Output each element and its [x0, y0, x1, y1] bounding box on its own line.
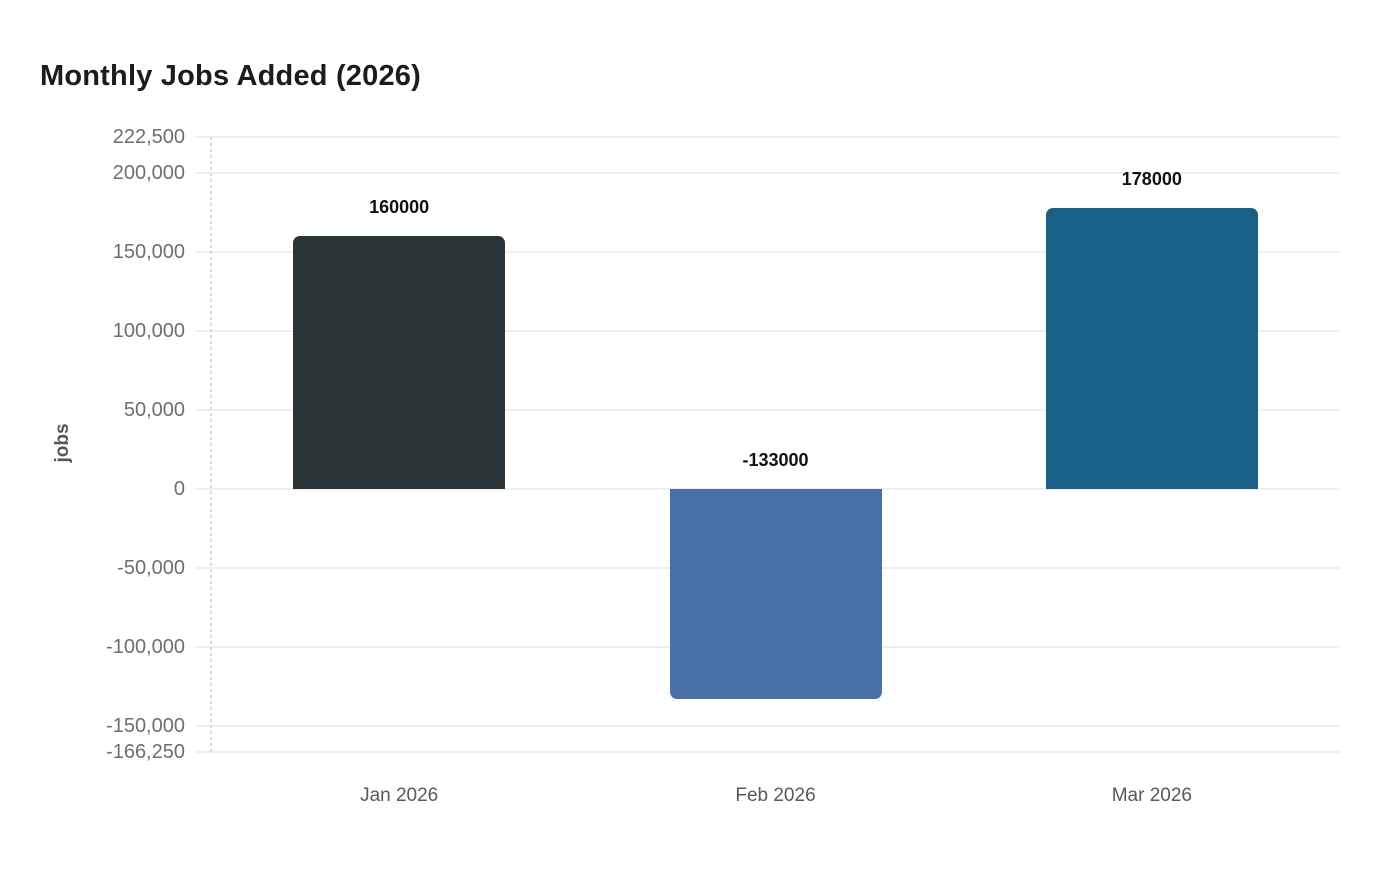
y-tick-label: -166,250: [106, 740, 185, 763]
y-tick-label: 0: [173, 478, 185, 500]
x-tick-label: Mar 2026: [1111, 785, 1192, 806]
y-tick-label: 100,000: [112, 320, 185, 342]
chart-title: Monthly Jobs Added (2026): [40, 60, 421, 92]
bar-jan-2026: [293, 236, 506, 489]
y-tick-label: -150,000: [106, 715, 185, 737]
gridline: [195, 330, 1340, 332]
y-tick-label: 50,000: [123, 399, 185, 421]
y-tick-label: 150,000: [112, 241, 185, 263]
bar-feb-2026: [669, 489, 882, 700]
gridline: [195, 725, 1340, 727]
y-tick-label: 222,500: [112, 126, 185, 149]
gridline: [195, 251, 1340, 253]
bar-mar-2026: [1045, 207, 1258, 489]
y-axis-line: [210, 137, 212, 752]
y-tick-label: -50,000: [117, 557, 185, 579]
y-axis-title: jobs: [52, 423, 73, 463]
x-tick-label: Jan 2026: [360, 785, 439, 806]
y-tick-label: 200,000: [112, 162, 185, 184]
gridline: [195, 172, 1340, 174]
y-tick-label: -100,000: [106, 636, 185, 658]
x-tick-label: Feb 2026: [735, 785, 816, 806]
gridline: [195, 136, 1340, 139]
bar-value-label: -133000: [742, 450, 809, 470]
bar-value-label: 178000: [1121, 168, 1182, 189]
bar-value-label: 160000: [369, 197, 430, 218]
gridline: [195, 409, 1340, 411]
gridline: [195, 750, 1340, 753]
